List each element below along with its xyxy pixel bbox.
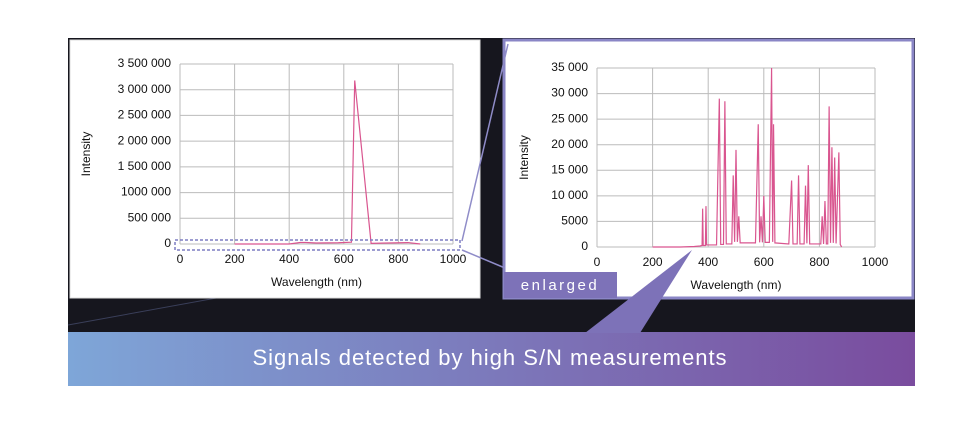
y-tick-label: 30 000 [551,86,588,100]
y-tick-label: 2 000 000 [118,133,172,147]
x-tick-label: 1000 [440,252,467,266]
y-tick-label: 15 000 [551,162,588,176]
y-tick-label: 3 500 000 [118,56,172,70]
x-tick-label: 0 [177,252,184,266]
y-tick-label: 3 000 000 [118,82,172,96]
x-tick-label: 400 [698,255,718,269]
y-tick-label: 0 [164,236,171,250]
x-tick-label: 600 [754,255,774,269]
spectrum-line [652,67,843,248]
y-tick-label: 35 000 [551,60,588,74]
spectrum-line [234,80,421,245]
x-tick-label: 200 [643,255,663,269]
y-tick-label: 500 000 [128,210,172,224]
enlarged-box [504,272,617,298]
y-tick-label: 0 [581,239,588,253]
y-tick-label: 10 000 [551,188,588,202]
x-tick-label: 400 [279,252,299,266]
y-tick-label: 1 500 000 [118,159,172,173]
y-tick-label: 20 000 [551,137,588,151]
y-tick-label: 25 000 [551,111,588,125]
banner-text: Signals detected by high S/N measurement… [252,345,727,370]
x-tick-label: 0 [594,255,601,269]
y-tick-label: 5000 [561,214,588,228]
left-panel [69,39,481,299]
banner [68,332,915,386]
x-tick-label: 800 [809,255,829,269]
zoom-line [461,249,506,269]
callout [585,250,692,333]
x-tick-label: 800 [388,252,408,266]
x-axis-title: Wavelength (nm) [271,275,362,289]
x-tick-label: 1000 [862,255,889,269]
zoom-rect [174,239,461,251]
y-tick-label: 2 500 000 [118,108,172,122]
zoom-line [461,43,509,242]
y-tick-label: 1000 000 [121,185,171,199]
x-tick-label: 200 [225,252,245,266]
x-tick-label: 600 [334,252,354,266]
enlarged-label: enlarged [521,277,599,294]
y-axis-title: Intensity [517,135,531,180]
x-axis-title: Wavelength (nm) [691,278,782,292]
y-axis-title: Intensity [79,132,93,177]
